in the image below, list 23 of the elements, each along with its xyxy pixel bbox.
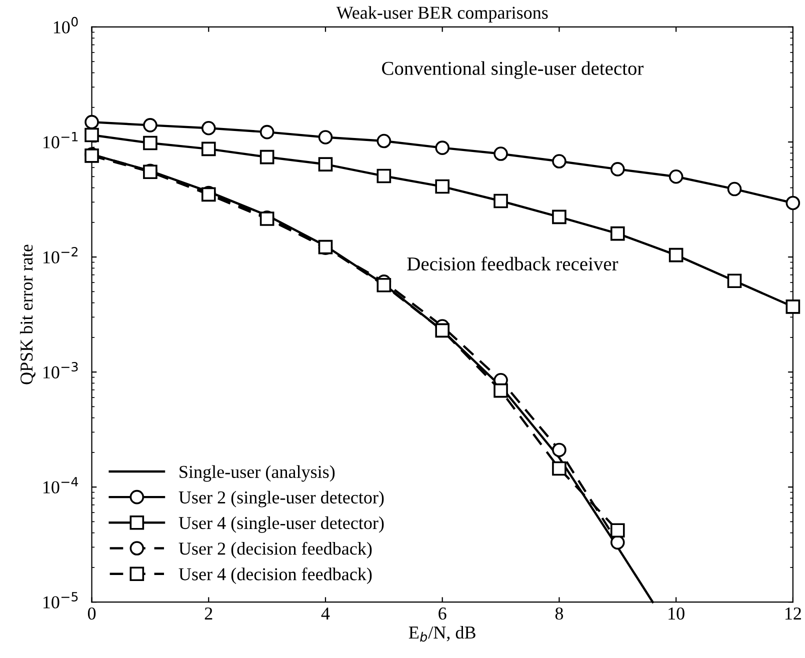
legend-label: User 2 (single-user detector) (178, 490, 384, 508)
y-tick-label: 10$^{−4}$ (43, 477, 78, 494)
y-tick-label: 10$^{−5}$ (43, 592, 78, 608)
annotation: Conventional single-user detector (382, 61, 644, 79)
x-tick-label: 4 (321, 608, 330, 620)
chart-title: Weak-user BER comparisons (336, 6, 548, 22)
y-tick-label: 10$^{−3}$ (43, 362, 78, 378)
y-tick-label: 10$^{−1}$ (43, 132, 78, 148)
legend-label: User 4 (single-user detector) (178, 516, 384, 533)
x-tick-label: 2 (204, 608, 212, 620)
y-axis-title: QPSK bit error rate (20, 244, 36, 384)
annotation: Decision feedback receiver (407, 256, 618, 271)
x-tick-label: 0 (88, 607, 96, 620)
legend-label: User 4 (decision feedback) (178, 567, 372, 584)
x-tick-label: 8 (555, 607, 564, 620)
legend-label: User 2 (decision feedback) (178, 542, 372, 558)
y-tick-label: 10$^{−2}$ (43, 246, 78, 264)
y-tick-label: 10$^{0}$ (54, 16, 78, 34)
legend-label: Single-user (analysis) (180, 465, 335, 482)
x-axis-title: E$_{b}$/N, dB (408, 626, 476, 642)
x-tick-label: 6 (438, 608, 446, 620)
x-tick-label: 10 (668, 607, 684, 620)
x-tick-label: 12 (785, 608, 801, 620)
